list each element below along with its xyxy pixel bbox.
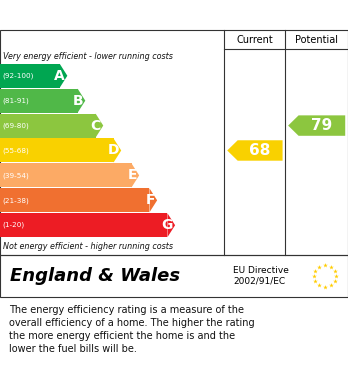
Text: 68: 68: [250, 143, 271, 158]
Text: (69-80): (69-80): [2, 122, 29, 129]
Polygon shape: [167, 213, 175, 237]
Polygon shape: [227, 140, 283, 161]
Text: E: E: [127, 169, 137, 182]
Bar: [0, 89, 78, 113]
Polygon shape: [113, 138, 121, 163]
Text: Energy Efficiency Rating: Energy Efficiency Rating: [10, 7, 220, 23]
Text: D: D: [108, 143, 119, 158]
Bar: [0, 213, 167, 237]
Text: F: F: [145, 193, 155, 207]
Polygon shape: [78, 89, 85, 113]
Text: (81-91): (81-91): [2, 97, 29, 104]
Polygon shape: [60, 64, 68, 88]
Text: England & Wales: England & Wales: [10, 267, 181, 285]
Bar: [0, 64, 60, 88]
Bar: [0, 138, 113, 163]
Bar: [0, 113, 96, 138]
Text: Very energy efficient - lower running costs: Very energy efficient - lower running co…: [3, 52, 173, 61]
Text: A: A: [54, 69, 65, 83]
Text: (21-38): (21-38): [2, 197, 29, 204]
Text: G: G: [161, 218, 173, 232]
Bar: [0, 163, 132, 187]
Polygon shape: [288, 115, 345, 136]
Text: EU Directive
2002/91/EC: EU Directive 2002/91/EC: [233, 266, 289, 286]
Text: The energy efficiency rating is a measure of the
overall efficiency of a home. T: The energy efficiency rating is a measur…: [9, 305, 254, 354]
Text: 79: 79: [311, 118, 333, 133]
Text: B: B: [72, 94, 83, 108]
Polygon shape: [96, 113, 103, 138]
Polygon shape: [132, 163, 139, 187]
Text: (55-68): (55-68): [2, 147, 29, 154]
Text: (39-54): (39-54): [2, 172, 29, 179]
Bar: [0, 188, 149, 212]
Text: C: C: [91, 118, 101, 133]
Polygon shape: [149, 188, 157, 212]
Text: Not energy efficient - higher running costs: Not energy efficient - higher running co…: [3, 242, 173, 251]
Text: (92-100): (92-100): [2, 72, 33, 79]
Text: Potential: Potential: [295, 34, 338, 45]
Text: (1-20): (1-20): [2, 222, 24, 228]
Text: Current: Current: [237, 34, 273, 45]
